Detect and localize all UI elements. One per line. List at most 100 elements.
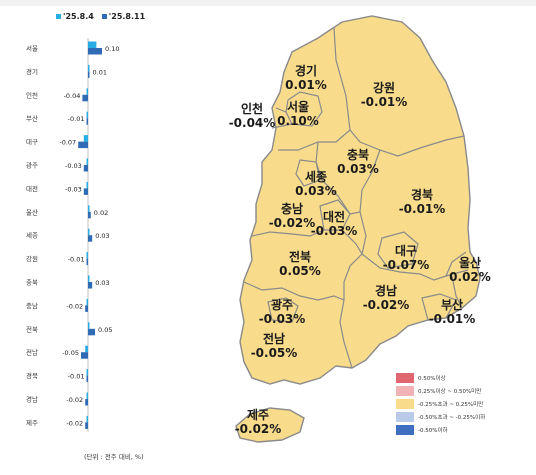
region-value: 0.03% xyxy=(337,162,379,176)
category-label: 전북 xyxy=(26,324,38,333)
bar-week1 xyxy=(86,369,88,376)
map-legend-swatch xyxy=(396,386,414,396)
bar-week2 xyxy=(81,352,88,359)
region-name: 경남 xyxy=(374,284,398,298)
legend-label-week2: '25.8.11 xyxy=(108,12,146,21)
region-value: -0.04% xyxy=(228,116,276,130)
region-name: 대전 xyxy=(322,210,346,224)
border-daejeon xyxy=(319,199,351,231)
map-legend: 0.50%이상 0.25%이상 ~ 0.50%미만 -0.25%초과 ~ 0.2… xyxy=(396,372,536,437)
category-label: 광주 xyxy=(26,162,38,170)
border-chungbuk-gyeongbuk xyxy=(359,149,381,255)
border-jeonbuk-gyeongnam xyxy=(339,253,363,369)
region-value: -0.03% xyxy=(310,224,358,238)
bar-week2 xyxy=(85,305,88,312)
region-value: 0.01% xyxy=(285,78,327,92)
border-gwangju xyxy=(267,297,299,323)
top-strip xyxy=(0,0,536,6)
border-ulsan xyxy=(445,251,467,309)
bar-week1 xyxy=(88,205,90,212)
region-name: 서울 xyxy=(286,100,310,114)
region-name: 강원 xyxy=(372,81,396,95)
category-label: 인천 xyxy=(26,90,38,99)
map-legend-label: 0.25%이상 ~ 0.50%미만 xyxy=(418,389,482,395)
map-legend-swatch xyxy=(396,399,414,409)
data-label: -0.01 xyxy=(68,115,85,123)
border-seoul xyxy=(285,91,323,127)
category-label: 경북 xyxy=(26,371,38,380)
map-legend-label: -0.50%초과 ~ -0.25%이하 xyxy=(418,415,486,421)
category-label: 강원 xyxy=(26,254,38,263)
data-label: -0.04 xyxy=(64,92,81,100)
region-label: 충북 0.03% xyxy=(324,148,392,176)
region-value: -0.01% xyxy=(428,312,476,326)
category-label: 충북 xyxy=(26,278,38,287)
region-label: 광주 -0.03% xyxy=(248,298,316,326)
data-label: -0.01 xyxy=(68,373,85,381)
bar-week1 xyxy=(88,322,90,329)
map-regions xyxy=(239,15,481,385)
data-label: 0.02 xyxy=(94,209,108,217)
region-name: 충북 xyxy=(346,148,370,162)
region-value: -0.02% xyxy=(234,422,282,436)
region-value: -0.05% xyxy=(250,346,298,360)
data-label: -0.02 xyxy=(66,419,83,427)
bar-week1 xyxy=(86,392,88,399)
map-legend-swatch xyxy=(396,425,414,435)
region-label: 울산 0.02% xyxy=(436,256,504,284)
legend-item-week2: '25.8.11 xyxy=(101,12,146,21)
map-legend-item: 0.25%이상 ~ 0.50%미만 xyxy=(396,385,536,397)
region-name: 대구 xyxy=(394,244,418,258)
data-label: -0.05 xyxy=(62,349,79,357)
region-label: 경남 -0.02% xyxy=(352,284,420,312)
region-label: 전남 -0.05% xyxy=(240,332,308,360)
region-name: 전남 xyxy=(262,332,286,346)
category-label: 충남 xyxy=(26,301,38,310)
region-label: 인천 -0.04% xyxy=(218,102,286,130)
border-daegu xyxy=(377,231,419,269)
data-label: 0.03 xyxy=(95,232,109,240)
legend-swatch-week2 xyxy=(101,14,107,19)
unit-note: (단위 : 전주 대비, %) xyxy=(84,453,144,461)
region-label: 전북 0.05% xyxy=(266,250,334,278)
region-value: -0.02% xyxy=(268,216,316,230)
border-gyeonggi-gangwon xyxy=(333,27,361,143)
map-legend-swatch xyxy=(396,412,414,422)
region-value: 0.02% xyxy=(449,270,491,284)
category-label: 경남 xyxy=(26,395,38,404)
region-name: 충남 xyxy=(280,202,304,216)
region-name: 울산 xyxy=(458,256,482,270)
category-label: 세종 xyxy=(26,231,38,240)
bar-week1 xyxy=(86,158,88,165)
map-legend-swatch xyxy=(396,373,414,383)
region-label: 서울 0.10% xyxy=(264,100,332,128)
border-chungnam-jeonbuk xyxy=(251,229,363,255)
chart-legend: '25.8.4 '25.8.11 xyxy=(56,12,145,21)
bar-week1 xyxy=(85,345,88,353)
data-label: 0.03 xyxy=(95,279,109,287)
bar-week2 xyxy=(78,141,88,149)
bar-week1 xyxy=(88,228,90,236)
bar-week2 xyxy=(85,422,88,429)
bar-week2 xyxy=(88,235,93,242)
region-name: 세종 xyxy=(304,170,328,184)
bar-week1 xyxy=(86,181,88,189)
region-label: 부산 -0.01% xyxy=(418,298,486,326)
data-label: -0.02 xyxy=(66,302,83,310)
region-label: 경기 0.01% xyxy=(272,64,340,92)
data-label: 0.01 xyxy=(93,68,107,76)
region-label: 제주 -0.02% xyxy=(224,408,292,436)
bar-week2 xyxy=(83,165,88,172)
region-name: 경기 xyxy=(294,64,318,78)
border-incheon xyxy=(271,107,293,129)
region-name: 전북 xyxy=(288,250,312,264)
region-value: -0.07% xyxy=(382,258,430,272)
bar-week2 xyxy=(88,211,91,219)
region-name: 제주 xyxy=(246,408,270,422)
legend-swatch-week1 xyxy=(56,14,61,19)
border-sejong xyxy=(295,159,321,187)
region-label: 충남 -0.02% xyxy=(258,202,326,230)
category-label: 서울 xyxy=(26,44,38,53)
map-legend-item: -0.50%이하 xyxy=(396,424,536,436)
region-value: 0.03% xyxy=(295,184,337,198)
